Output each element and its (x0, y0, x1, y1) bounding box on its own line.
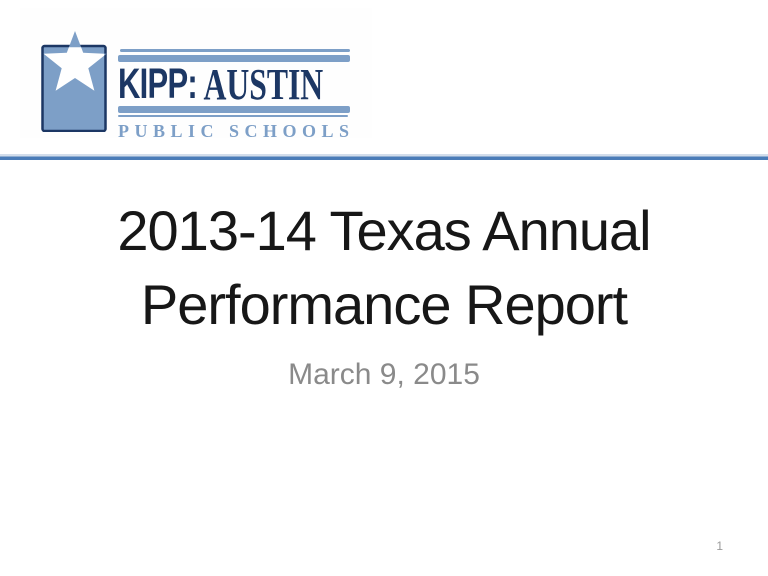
logo-brand-row: KIPP: AUSTIN (118, 59, 323, 109)
logo-rule-thin-bottom (118, 115, 348, 117)
page-number: 1 (716, 539, 723, 553)
slide-title-line-1: 2013-14 Texas Annual (117, 199, 651, 262)
kipp-austin-logo: KIPP: AUSTIN PUBLIC SCHOOLS (20, 8, 372, 141)
logo-text-block: KIPP: AUSTIN PUBLIC SCHOOLS (118, 49, 350, 142)
logo-rule-thick-top (118, 55, 350, 62)
logo-tagline: PUBLIC SCHOOLS (118, 121, 355, 141)
logo-rule-thick-bottom (118, 106, 350, 113)
logo-brand-kipp: KIPP: (118, 59, 198, 108)
slide-title: 2013-14 Texas Annual Performance Report … (0, 194, 768, 392)
header-divider-line (0, 154, 768, 160)
slide-title-line-2: Performance Report (140, 273, 628, 336)
slide-subtitle-date: March 9, 2015 (288, 358, 480, 391)
logo-brand-austin: AUSTIN (203, 59, 324, 109)
texas-star-icon (41, 31, 107, 132)
logo-rule-thin-top (120, 49, 350, 52)
